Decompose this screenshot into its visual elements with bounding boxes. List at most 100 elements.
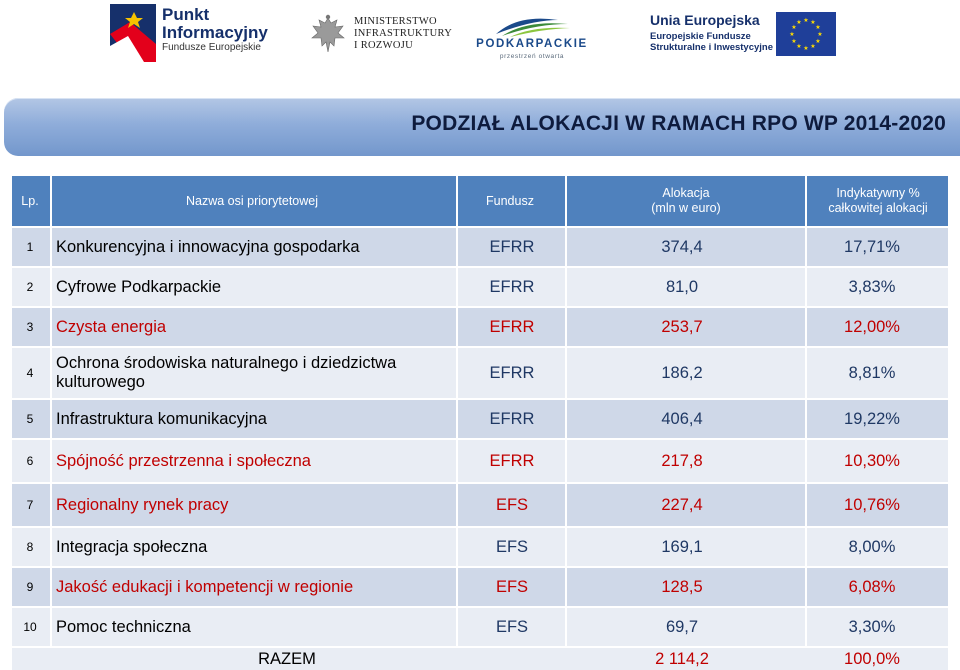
punkt-line1: Punkt bbox=[162, 5, 210, 24]
row-allocation: 128,5 bbox=[661, 577, 703, 596]
row-fund: EFRR bbox=[489, 237, 535, 256]
row-percentage: 8,81% bbox=[848, 363, 896, 382]
ministerstwo-logo: MINISTERSTWO INFRASTRUKTURY I ROZWOJU bbox=[310, 14, 460, 58]
header-alloc: Alokacja (mln w euro) bbox=[568, 176, 804, 226]
podkarpackie-mark bbox=[496, 18, 570, 37]
row-number: 2 bbox=[26, 280, 34, 294]
row-fund: EFS bbox=[495, 495, 529, 514]
title-banner: PODZIAŁ ALOKACJI W RAMACH RPO WP 2014-20… bbox=[4, 98, 960, 156]
row-number: 7 bbox=[26, 498, 34, 512]
row-fund: EFS bbox=[495, 577, 529, 596]
row-fund: EFRR bbox=[489, 363, 535, 382]
header-fund: Fundusz bbox=[486, 193, 534, 208]
eagle-icon bbox=[311, 14, 345, 53]
row-percentage: 8,00% bbox=[848, 537, 896, 556]
row-axis-name: Infrastruktura komunikacyjna bbox=[56, 409, 267, 428]
logo-strip: Punkt Informacyjny Fundusze Europejskie … bbox=[0, 0, 960, 92]
row-allocation: 169,1 bbox=[661, 537, 703, 556]
table-row: 6 Spójność przestrzenna i społeczna EFRR 21… bbox=[12, 438, 948, 484]
ministerstwo-line3: I ROZWOJU bbox=[354, 40, 413, 51]
svg-text:★: ★ bbox=[810, 43, 815, 50]
row-axis-name: Czysta energia bbox=[56, 317, 167, 336]
svg-text:★: ★ bbox=[791, 38, 796, 45]
row-allocation: 186,2 bbox=[661, 363, 703, 382]
row-axis-name: Konkurencyjna i innowacyjna gospodarka bbox=[56, 237, 360, 256]
svg-text:★: ★ bbox=[791, 24, 796, 31]
total-pct: 100,0% bbox=[844, 649, 900, 668]
header-pct-line2: całkowitej alokacji bbox=[828, 201, 928, 215]
table-row: 7 Regionalny rynek pracy EFS 227,4 10,76% bbox=[12, 482, 948, 528]
podkarpackie-name: PODKARPACKIE bbox=[476, 38, 588, 50]
row-allocation: 217,8 bbox=[661, 451, 703, 470]
row-number: 1 bbox=[26, 240, 34, 254]
table-row: 5 Infrastruktura komunikacyjna EFRR 406,4 19… bbox=[12, 398, 948, 440]
row-fund: EFRR bbox=[489, 451, 535, 470]
podkarpackie-logo: PODKARPACKIE przestrzeń otwarta bbox=[470, 12, 594, 62]
row-percentage: 3,83% bbox=[848, 277, 896, 296]
row-fund: EFS bbox=[495, 537, 529, 556]
ue-line2: Europejskie Fundusze bbox=[650, 31, 751, 42]
svg-text:★: ★ bbox=[796, 19, 801, 26]
svg-text:★: ★ bbox=[789, 31, 794, 38]
row-axis-name: Integracja społeczna bbox=[56, 537, 208, 556]
row-allocation: 253,7 bbox=[661, 317, 703, 336]
total-label: RAZEM bbox=[258, 649, 316, 668]
svg-text:★: ★ bbox=[815, 38, 820, 45]
header-alloc-line1: Alokacja bbox=[662, 186, 710, 200]
row-axis-name: Regionalny rynek pracy bbox=[56, 495, 229, 514]
table-header: Lp. Nazwa osi priorytetowej Fundusz Alok… bbox=[12, 176, 948, 226]
ue-line1: Unia Europejska bbox=[650, 12, 760, 28]
table-row: 2 Cyfrowe Podkarpackie EFRR 81,0 3,83% bbox=[12, 266, 948, 308]
row-percentage: 6,08% bbox=[848, 577, 896, 596]
row-axis-name: Jakość edukacji i kompetencji w regionie bbox=[56, 577, 354, 596]
row-number: 9 bbox=[26, 580, 34, 594]
table-row: 9 Jakość edukacji i kompetencji w regioni… bbox=[12, 566, 948, 608]
svg-text:★: ★ bbox=[810, 19, 815, 26]
eu-flag-icon: ★ ★★ ★★★ ★★★ ★★★ bbox=[776, 12, 836, 56]
table-row: 8 Integracja społeczna EFS 169,1 8,00% bbox=[12, 526, 948, 568]
row-number: 5 bbox=[26, 412, 34, 426]
row-fund: EFS bbox=[495, 617, 529, 636]
row-percentage: 17,71% bbox=[844, 237, 900, 256]
header-pct-line1: Indykatywny % bbox=[836, 186, 920, 200]
unia-europejska-logo: Unia Europejska Europejskie Fundusze Str… bbox=[650, 12, 850, 60]
row-allocation: 374,4 bbox=[661, 237, 703, 256]
row-percentage: 19,22% bbox=[844, 409, 900, 428]
row-allocation: 81,0 bbox=[665, 277, 699, 296]
row-fund: EFRR bbox=[489, 409, 535, 428]
svg-text:★: ★ bbox=[817, 31, 822, 38]
row-axis-name: Pomoc techniczna bbox=[56, 617, 191, 636]
row-percentage: 10,30% bbox=[844, 451, 900, 470]
ue-line3: Strukturalne i Inwestycyjne bbox=[650, 42, 774, 53]
header-pct: Indykatywny % całkowitej alokacji bbox=[808, 176, 948, 226]
page-title: PODZIAŁ ALOKACJI W RAMACH RPO WP 2014-20… bbox=[411, 112, 946, 135]
row-number: 10 bbox=[23, 620, 37, 634]
punkt-line2: Informacyjny bbox=[162, 23, 268, 42]
row-axis-name: Cyfrowe Podkarpackie bbox=[56, 277, 222, 296]
ministerstwo-line1: MINISTERSTWO bbox=[354, 16, 437, 27]
header-lp: Lp. bbox=[21, 193, 39, 208]
svg-text:★: ★ bbox=[803, 45, 808, 52]
row-axis-name: Ochrona środowiska naturalnego i dziedzi… bbox=[56, 354, 397, 391]
svg-text:★: ★ bbox=[796, 43, 801, 50]
row-allocation: 227,4 bbox=[661, 495, 703, 514]
row-allocation: 406,4 bbox=[661, 409, 703, 428]
ministerstwo-line2: INFRASTRUKTURY bbox=[354, 28, 453, 39]
svg-text:★: ★ bbox=[815, 24, 820, 31]
total-value: 2 114,2 bbox=[655, 649, 709, 668]
punkt-informacyjny-mark bbox=[110, 4, 156, 62]
row-fund: EFRR bbox=[489, 277, 535, 296]
header-name: Nazwa osi priorytetowej bbox=[186, 193, 318, 208]
row-number: 3 bbox=[26, 320, 34, 334]
podkarpackie-tagline: przestrzeń otwarta bbox=[499, 53, 565, 60]
header-alloc-line2: (mln w euro) bbox=[651, 201, 721, 215]
row-allocation: 69,7 bbox=[665, 617, 699, 636]
row-number: 4 bbox=[26, 366, 34, 380]
svg-text:★: ★ bbox=[803, 17, 808, 24]
row-axis-name: Spójność przestrzenna i społeczna bbox=[56, 451, 311, 470]
punkt-line3: Fundusze Europejskie bbox=[162, 42, 261, 53]
table-row: 10 Pomoc techniczna EFS 69,7 3,30% bbox=[12, 606, 948, 648]
total-row: RAZEM 2 114,2 100,0% bbox=[12, 646, 948, 670]
table-row: 1 Konkurencyjna i innowacyjna gospodarka E… bbox=[12, 226, 948, 268]
row-number: 8 bbox=[26, 540, 34, 554]
